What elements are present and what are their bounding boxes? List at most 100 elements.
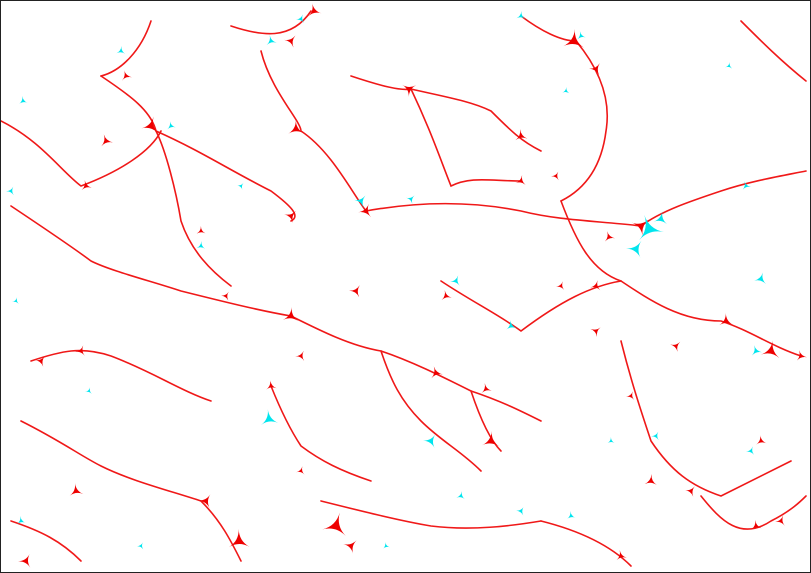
cyan-region — [85, 387, 92, 394]
red-region — [35, 356, 45, 367]
red-region — [284, 211, 296, 223]
red-region — [69, 483, 84, 496]
cyan-region — [19, 96, 28, 104]
red-region — [797, 350, 807, 361]
red-region — [431, 366, 443, 379]
boundary-line — [30, 349, 212, 402]
red-region — [775, 515, 785, 526]
cyan-region — [752, 345, 762, 356]
red-region — [515, 175, 526, 185]
boundary-line — [740, 20, 807, 82]
red-region — [756, 435, 767, 445]
red-region — [343, 540, 357, 554]
red-region — [556, 281, 565, 290]
boundary-line — [640, 170, 807, 227]
red-region — [282, 307, 299, 322]
boundary-line — [620, 340, 792, 497]
cyan-region — [516, 11, 526, 19]
red-region — [198, 494, 211, 509]
boundary-line — [350, 75, 542, 152]
red-region — [589, 63, 600, 76]
cyan-region — [266, 35, 277, 46]
cyan-region — [137, 542, 144, 550]
red-region — [441, 290, 452, 301]
red-region — [221, 291, 229, 301]
cyan-region — [651, 431, 659, 441]
red-region — [644, 474, 657, 485]
cyan-region — [456, 491, 465, 500]
red-region — [590, 327, 601, 337]
red-region — [101, 134, 113, 147]
red-region — [402, 84, 416, 97]
cyan-region — [754, 272, 766, 284]
cyan-region — [639, 214, 664, 241]
boundary-line — [100, 75, 232, 287]
cyan-region — [296, 14, 305, 23]
red-region — [631, 219, 649, 236]
boundary-line — [230, 10, 312, 35]
cyan-region — [653, 211, 668, 225]
red-region — [751, 520, 762, 530]
boundary-line — [520, 15, 609, 202]
red-region — [288, 120, 304, 134]
red-region — [590, 280, 601, 291]
red-region — [122, 70, 132, 81]
red-region — [322, 512, 346, 536]
boundary-line — [540, 520, 632, 567]
red-region — [196, 226, 206, 234]
red-region — [296, 466, 305, 475]
boundary-line — [620, 280, 802, 357]
red-region — [670, 341, 681, 352]
red-region — [141, 116, 158, 134]
cyan-region — [261, 409, 279, 425]
cyan-region — [567, 511, 576, 519]
boundary-line — [470, 390, 502, 452]
cyan-region — [450, 275, 460, 286]
boundary-line — [100, 20, 152, 77]
red-region — [228, 529, 250, 548]
boundary-line — [380, 350, 482, 472]
red-region — [685, 486, 695, 497]
red-region — [18, 553, 31, 568]
boundary-line — [155, 130, 296, 222]
cyan-region — [607, 437, 615, 444]
red-region — [81, 180, 92, 191]
red-region — [719, 313, 733, 326]
boundary-line — [365, 202, 642, 227]
red-region — [284, 35, 296, 48]
cyan-region — [562, 87, 570, 94]
cyan-region — [196, 241, 206, 249]
red-region — [551, 171, 559, 181]
cyan-region — [725, 62, 733, 69]
cyan-region — [516, 506, 524, 516]
red-region — [760, 340, 780, 359]
cyan-region — [746, 446, 755, 455]
cyan-regions — [6, 11, 766, 550]
boundary-line — [440, 280, 622, 332]
boundary-line — [560, 200, 622, 282]
cyan-region — [354, 195, 366, 208]
boundary-line — [700, 495, 807, 530]
boundary-line — [270, 385, 372, 482]
red-region — [295, 350, 305, 361]
cyan-region — [423, 434, 436, 449]
cyan-region — [116, 46, 126, 54]
cyan-region — [742, 181, 751, 190]
boundary-line — [10, 205, 292, 317]
cyan-region — [237, 182, 244, 190]
cyan-region — [12, 297, 19, 304]
boundary-line — [290, 315, 542, 422]
cyan-region — [406, 195, 415, 204]
red-region — [308, 3, 322, 17]
red-region — [616, 550, 627, 561]
red-region — [626, 391, 635, 400]
red-region — [266, 380, 277, 390]
cyan-region — [506, 320, 517, 330]
boundary-line — [200, 500, 242, 562]
boundary-line — [10, 520, 82, 562]
red-region — [482, 431, 500, 447]
red-region — [349, 285, 360, 298]
red-region — [481, 383, 492, 394]
